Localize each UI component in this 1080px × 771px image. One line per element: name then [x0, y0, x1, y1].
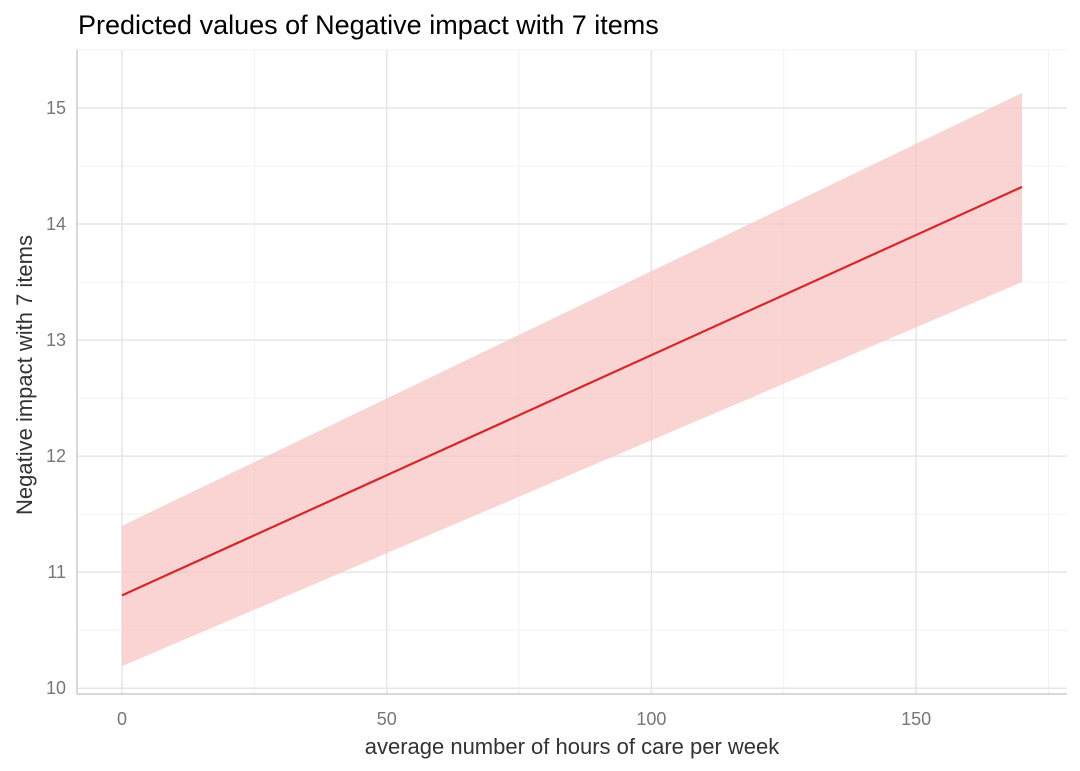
y-tick-label: 14 — [46, 214, 66, 234]
confidence-band-layer — [122, 92, 1022, 667]
x-tick-label: 150 — [901, 709, 931, 729]
y-tick-label: 10 — [46, 678, 66, 698]
y-tick-labels: 10 11 12 13 14 15 — [46, 98, 66, 698]
x-tick-label: 50 — [377, 709, 397, 729]
x-tick-label: 100 — [636, 709, 666, 729]
chart-title: Predicted values of Negative impact with… — [78, 10, 659, 40]
x-tick-label: 0 — [117, 709, 127, 729]
y-tick-label: 13 — [46, 330, 66, 350]
y-tick-label: 15 — [46, 98, 66, 118]
confidence-band — [122, 92, 1022, 667]
prediction-line — [121, 185, 1023, 597]
y-tick-label: 11 — [47, 562, 66, 582]
y-tick-label: 12 — [46, 446, 66, 466]
x-axis-title: average number of hours of care per week — [365, 734, 781, 759]
x-tick-labels: 0 50 100 150 — [117, 709, 931, 729]
series-layer — [121, 185, 1023, 597]
y-axis-title: Negative impact with 7 items — [12, 235, 37, 515]
